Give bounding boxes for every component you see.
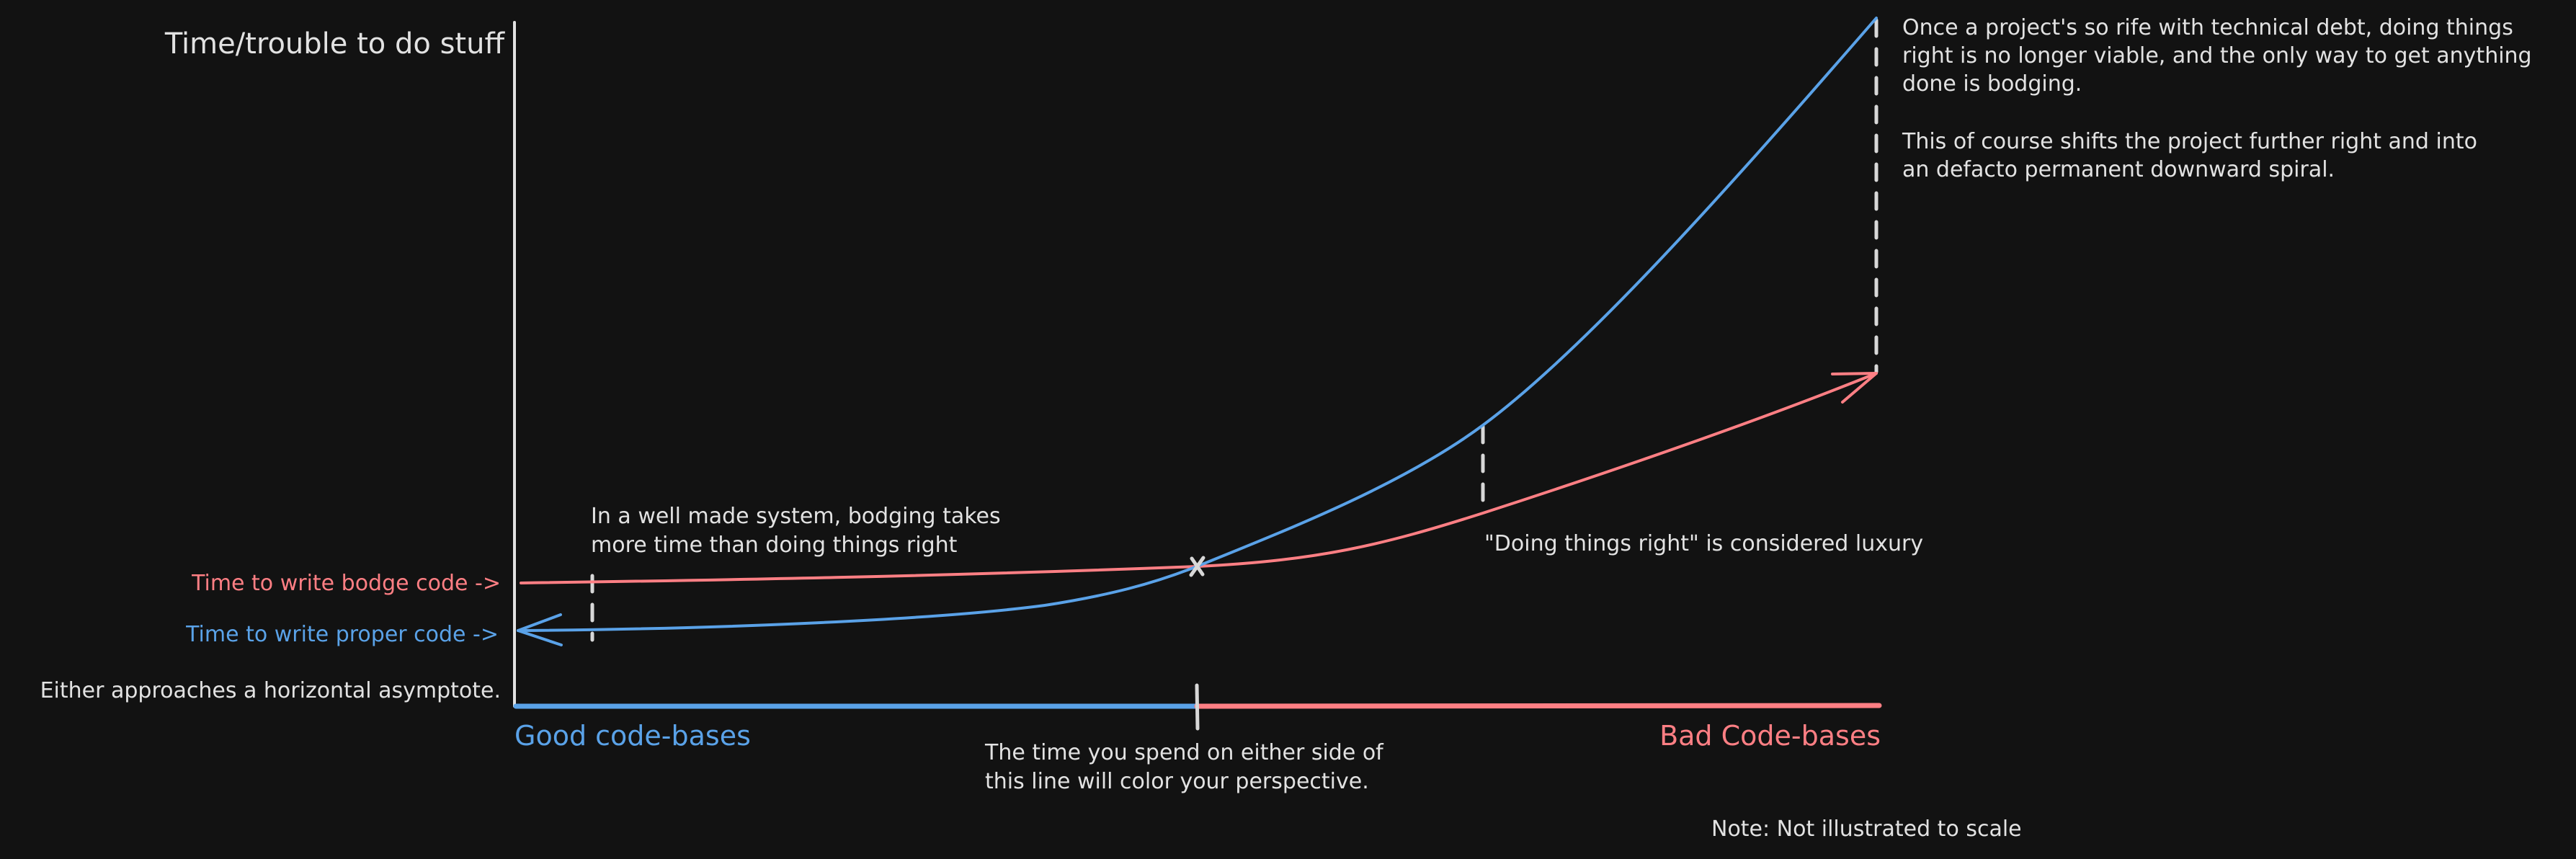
divider-annotation-line2: this line will color your perspective. — [985, 769, 1369, 794]
divider-tick — [1195, 683, 1200, 731]
good-codebases-label: Good code-bases — [514, 720, 751, 752]
proper-code-label: Time to write proper code -> — [185, 622, 499, 647]
well-made-annotation-line1: In a well made system, bodging takes — [591, 504, 1001, 529]
proper-code-arrowhead — [517, 613, 563, 646]
proper-code-curve — [517, 17, 1878, 632]
crossing-marker-icon — [1189, 556, 1205, 577]
bodge-code-arrowhead — [1831, 372, 1878, 404]
debt-annotation-line3: done is bodging. — [1902, 71, 2082, 97]
debt-annotation-line1: Once a project's so rife with technical … — [1902, 15, 2513, 40]
bad-codebases-label: Bad Code-bases — [1659, 720, 1881, 752]
y-axis-title: Time/trouble to do stuff — [164, 27, 506, 61]
bodge-code-curve — [520, 372, 1878, 584]
bodge-code-label: Time to write bodge code -> — [191, 571, 501, 596]
luxury-annotation: "Doing things right" is considered luxur… — [1484, 531, 1923, 556]
scale-footnote: Note: Not illustrated to scale — [1711, 816, 2022, 842]
asymptote-label: Either approaches a horizontal asymptote… — [40, 678, 501, 703]
divider-annotation-line1: The time you spend on either side of — [984, 740, 1384, 765]
spiral-annotation-line1: This of course shifts the project furthe… — [1902, 129, 2477, 154]
debt-annotation-line2: right is no longer viable, and the only … — [1902, 43, 2532, 68]
spiral-annotation-line2: an defacto permanent downward spiral. — [1902, 157, 2335, 182]
well-made-annotation-line2: more time than doing things right — [591, 533, 958, 558]
